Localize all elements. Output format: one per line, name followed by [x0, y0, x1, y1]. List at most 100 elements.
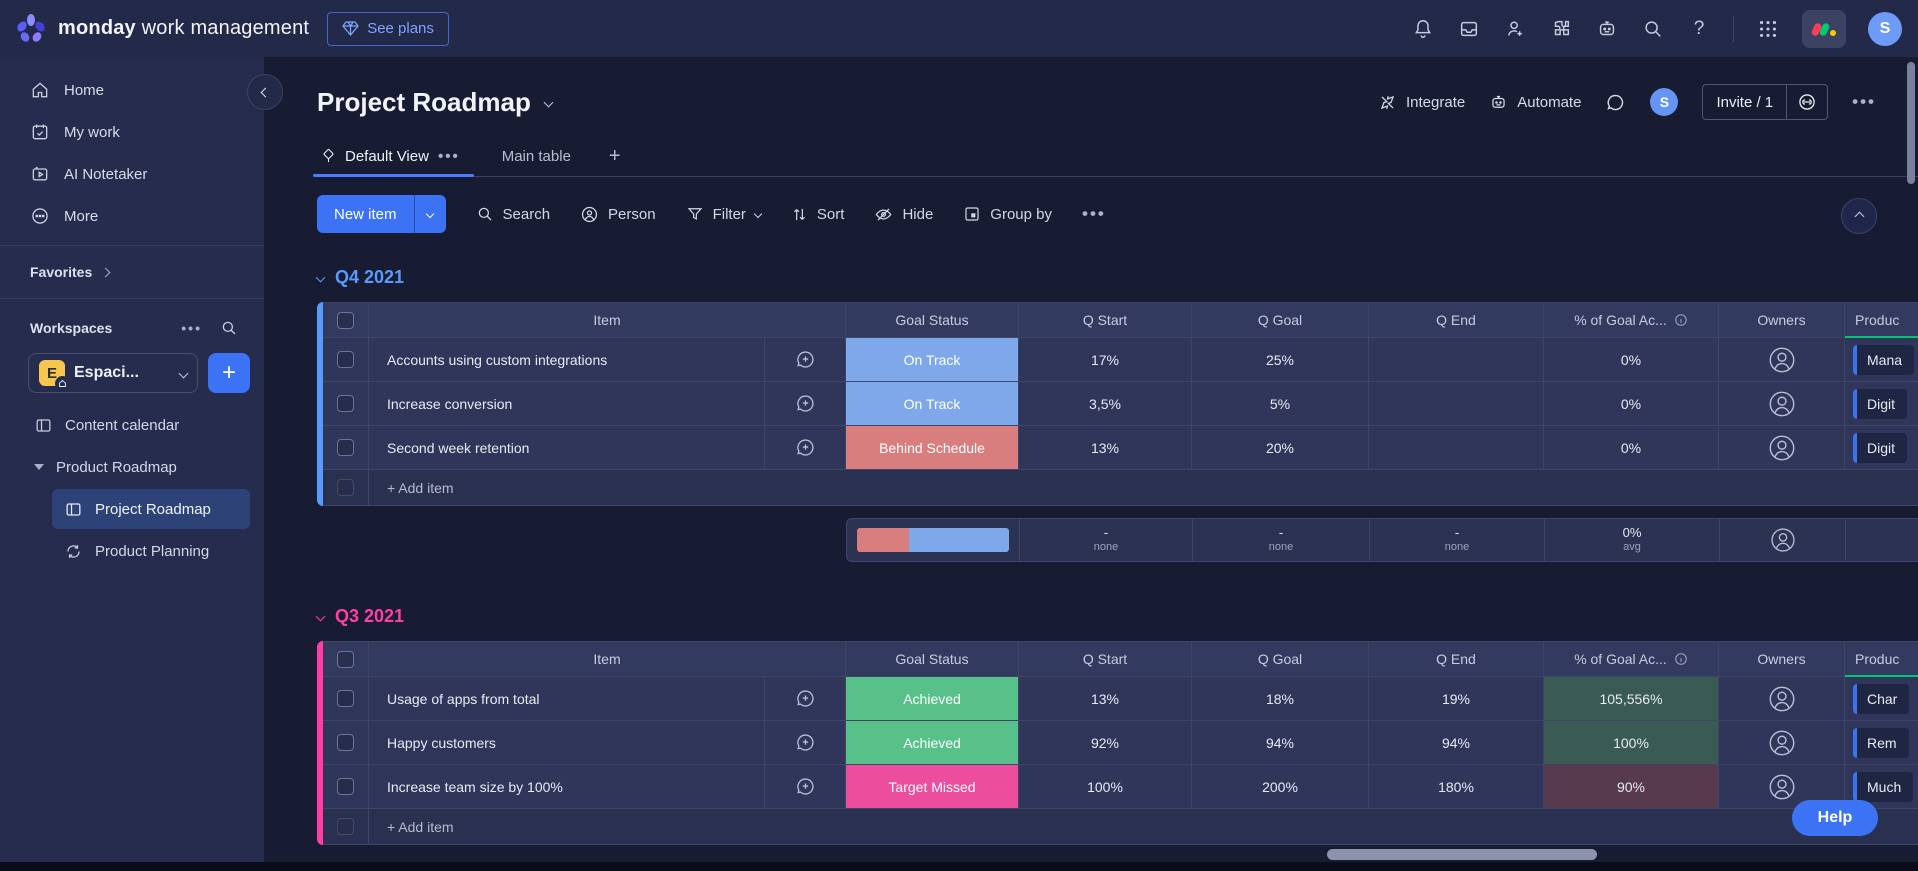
- group-header[interactable]: Q3 2021: [315, 606, 1918, 627]
- new-item-button[interactable]: New item: [317, 195, 446, 233]
- row-checkbox[interactable]: [323, 677, 369, 721]
- column-header-goal-status[interactable]: Goal Status: [846, 302, 1019, 338]
- tab-main-table[interactable]: Main table: [498, 136, 575, 176]
- collapse-group-icon[interactable]: [315, 272, 326, 283]
- column-header-q-end[interactable]: Q End: [1369, 641, 1544, 677]
- sidebar-item-my-work[interactable]: My work: [0, 111, 264, 153]
- item-name-cell[interactable]: Increase team size by 100%: [369, 765, 765, 809]
- tab-default-view[interactable]: Default View •••: [313, 136, 474, 177]
- column-header-q-start[interactable]: Q Start: [1019, 641, 1192, 677]
- row-checkbox[interactable]: [323, 765, 369, 809]
- add-workspace-item-button[interactable]: +: [208, 353, 250, 393]
- sidebar-item-more[interactable]: More: [0, 195, 264, 237]
- workspaces-options-icon[interactable]: •••: [181, 320, 202, 336]
- monday-product-badge[interactable]: [1802, 9, 1846, 48]
- add-update-button[interactable]: [765, 677, 846, 721]
- sidebar-board-content-calendar[interactable]: Content calendar: [0, 405, 250, 445]
- row-checkbox[interactable]: [323, 338, 369, 382]
- favorites-section-toggle[interactable]: Favorites: [0, 254, 264, 290]
- integrate-button[interactable]: Integrate: [1378, 93, 1465, 112]
- q-start-cell[interactable]: 13%: [1019, 426, 1192, 470]
- inbox-tray-icon[interactable]: [1457, 17, 1481, 41]
- vertical-scrollbar-thumb[interactable]: [1907, 62, 1915, 184]
- workspaces-search-icon[interactable]: [220, 319, 238, 337]
- group-header[interactable]: Q4 2021: [315, 267, 1918, 288]
- help-icon[interactable]: ?: [1693, 17, 1705, 39]
- see-plans-button[interactable]: See plans: [327, 11, 449, 46]
- add-view-button[interactable]: +: [608, 144, 621, 167]
- item-name-cell[interactable]: Increase conversion: [369, 382, 765, 426]
- search-icon[interactable]: [1641, 17, 1665, 41]
- board-title-menu[interactable]: Project Roadmap: [317, 87, 554, 118]
- add-update-button[interactable]: [765, 426, 846, 470]
- row-checkbox[interactable]: [323, 382, 369, 426]
- pct-goal-cell[interactable]: 100%: [1544, 721, 1719, 765]
- sort-button[interactable]: Sort: [791, 206, 844, 223]
- add-update-button[interactable]: [765, 382, 846, 426]
- pct-goal-cell[interactable]: 0%: [1544, 338, 1719, 382]
- q-goal-cell[interactable]: 20%: [1192, 426, 1369, 470]
- column-header-owners[interactable]: Owners: [1719, 641, 1845, 677]
- owner-avatar-icon[interactable]: [1719, 426, 1845, 470]
- q-goal-cell[interactable]: 94%: [1192, 721, 1369, 765]
- collapse-group-icon[interactable]: [315, 611, 326, 622]
- add-update-button[interactable]: [765, 338, 846, 382]
- product-cell[interactable]: Mana: [1845, 338, 1918, 382]
- product-cell[interactable]: Char: [1845, 677, 1918, 721]
- q-goal-cell[interactable]: 5%: [1192, 382, 1369, 426]
- product-cell[interactable]: Rem: [1845, 721, 1918, 765]
- toolbar-options-icon[interactable]: •••: [1082, 204, 1106, 223]
- q-start-cell[interactable]: 13%: [1019, 677, 1192, 721]
- notifications-bell-icon[interactable]: [1411, 17, 1435, 41]
- row-checkbox[interactable]: [323, 426, 369, 470]
- workspace-switcher[interactable]: E Espaci...: [28, 353, 198, 393]
- column-header-q-goal[interactable]: Q Goal: [1192, 641, 1369, 677]
- add-item-button[interactable]: + Add item: [369, 470, 1918, 506]
- person-filter-button[interactable]: Person: [580, 205, 656, 224]
- column-header-item[interactable]: Item: [369, 302, 846, 338]
- pct-goal-cell[interactable]: 90%: [1544, 765, 1719, 809]
- q-start-cell[interactable]: 17%: [1019, 338, 1192, 382]
- board-options-icon[interactable]: •••: [1852, 92, 1876, 111]
- product-switcher-grid-icon[interactable]: [1756, 17, 1780, 41]
- column-header-product[interactable]: Produc: [1845, 641, 1918, 677]
- q-goal-cell[interactable]: 25%: [1192, 338, 1369, 382]
- goal-status-cell[interactable]: On Track: [846, 338, 1019, 382]
- ai-assistant-robot-icon[interactable]: [1595, 17, 1619, 41]
- item-name-cell[interactable]: Second week retention: [369, 426, 765, 470]
- item-name-cell[interactable]: Accounts using custom integrations: [369, 338, 765, 382]
- column-header-q-goal[interactable]: Q Goal: [1192, 302, 1369, 338]
- invite-button[interactable]: Invite / 1: [1702, 84, 1829, 120]
- product-cell[interactable]: Digit: [1845, 426, 1918, 470]
- search-button[interactable]: Search: [476, 205, 550, 223]
- product-cell[interactable]: Much: [1845, 765, 1918, 809]
- invite-members-icon[interactable]: [1503, 17, 1527, 41]
- q-goal-cell[interactable]: 200%: [1192, 765, 1369, 809]
- board-member-avatar[interactable]: S: [1650, 88, 1679, 116]
- pct-goal-cell[interactable]: 105,556%: [1544, 677, 1719, 721]
- hide-button[interactable]: Hide: [874, 205, 933, 224]
- sidebar-folder-product-roadmap[interactable]: Product Roadmap: [0, 447, 250, 487]
- column-header-q-end[interactable]: Q End: [1369, 302, 1544, 338]
- collapse-sidebar-button[interactable]: [247, 74, 283, 110]
- owner-avatar-icon[interactable]: [1719, 721, 1845, 765]
- goal-status-cell[interactable]: Behind Schedule: [846, 426, 1019, 470]
- pct-goal-cell[interactable]: 0%: [1544, 382, 1719, 426]
- q-end-cell[interactable]: [1369, 338, 1544, 382]
- add-item-button[interactable]: + Add item: [369, 809, 1918, 845]
- horizontal-scrollbar-thumb[interactable]: [1327, 849, 1597, 860]
- group-by-button[interactable]: Group by: [963, 205, 1052, 223]
- new-item-dropdown[interactable]: [413, 195, 446, 233]
- q-end-cell[interactable]: 180%: [1369, 765, 1544, 809]
- q-start-cell[interactable]: 92%: [1019, 721, 1192, 765]
- q-goal-cell[interactable]: 18%: [1192, 677, 1369, 721]
- column-header-pct-goal[interactable]: % of Goal Ac...: [1544, 302, 1719, 338]
- goal-status-cell[interactable]: Achieved: [846, 677, 1019, 721]
- goal-status-cell[interactable]: Target Missed: [846, 765, 1019, 809]
- copy-link-icon[interactable]: [1786, 85, 1827, 119]
- add-update-button[interactable]: [765, 721, 846, 765]
- help-button[interactable]: Help: [1792, 800, 1878, 836]
- column-header-item[interactable]: Item: [369, 641, 846, 677]
- owner-avatar-icon[interactable]: [1719, 677, 1845, 721]
- sidebar-item-ai-notetaker[interactable]: AI Notetaker: [0, 153, 264, 195]
